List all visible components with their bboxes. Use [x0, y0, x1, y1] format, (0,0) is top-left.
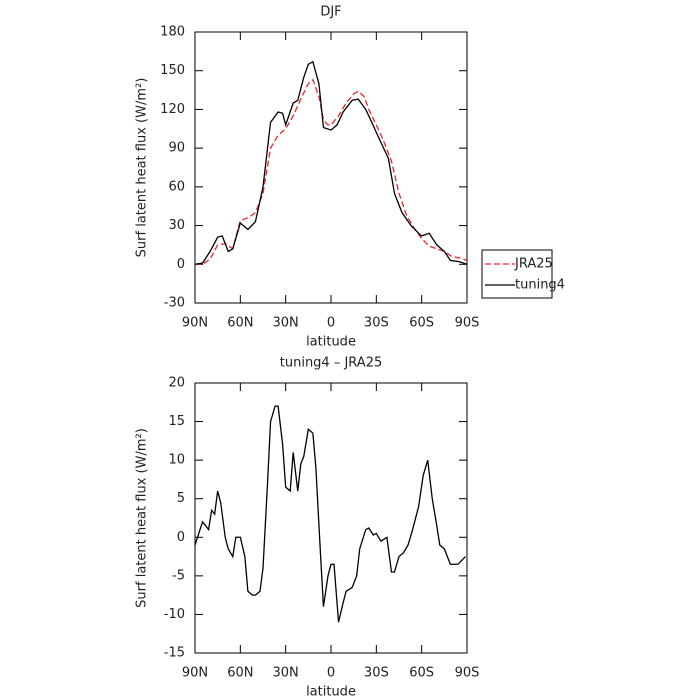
x-tick-label: 90S — [455, 666, 480, 681]
y-tick-label: 150 — [160, 63, 185, 78]
chart-title: tuning4 – JRA25 — [280, 356, 383, 371]
chart-title: DJF — [320, 5, 341, 20]
x-tick-label: 30N — [273, 666, 299, 681]
x-tick-label: 90N — [182, 666, 208, 681]
y-axis-label: Surf latent heat flux (W/m²) — [135, 78, 150, 258]
y-tick-label: 90 — [168, 141, 185, 156]
x-tick-label: 30S — [364, 666, 389, 681]
plot-frame — [194, 382, 468, 654]
y-axis-label: Surf latent heat flux (W/m²) — [135, 428, 150, 608]
x-tick-label: 90S — [455, 316, 480, 331]
x-tick-label: 60S — [409, 666, 434, 681]
plot-frame — [194, 31, 468, 304]
x-axis-label: latitude — [306, 335, 356, 350]
data-line — [194, 405, 466, 623]
y-tick-label: 0 — [177, 257, 185, 272]
y-tick-label: 120 — [160, 102, 185, 117]
y-tick-label: -10 — [164, 607, 185, 622]
x-tick-label: 60S — [409, 316, 434, 331]
x-tick-label: 30S — [364, 316, 389, 331]
y-tick-label: 30 — [168, 218, 185, 233]
x-tick-label: 0 — [327, 666, 335, 681]
data-line — [195, 78, 468, 265]
y-tick-label: 0 — [177, 530, 185, 545]
x-tick-label: 60N — [227, 316, 253, 331]
y-tick-label: 180 — [160, 25, 185, 40]
x-tick-label: 0 — [327, 316, 335, 331]
legend-label: tuning4 — [515, 278, 565, 293]
legend-box — [481, 249, 553, 299]
y-tick-label: 10 — [168, 453, 185, 468]
y-tick-label: -30 — [164, 296, 185, 311]
legend-label: JRA25 — [514, 257, 553, 272]
data-line — [194, 60, 468, 265]
y-tick-label: 15 — [168, 414, 185, 429]
y-tick-label: -5 — [172, 568, 185, 583]
x-axis-label: latitude — [306, 685, 356, 700]
x-tick-label: 90N — [182, 316, 208, 331]
y-tick-label: -15 — [164, 646, 185, 661]
x-tick-label: 60N — [227, 666, 253, 681]
y-tick-label: 60 — [168, 179, 185, 194]
y-tick-label: 5 — [177, 491, 185, 506]
x-tick-label: 30N — [273, 316, 299, 331]
y-tick-label: 20 — [168, 376, 185, 391]
